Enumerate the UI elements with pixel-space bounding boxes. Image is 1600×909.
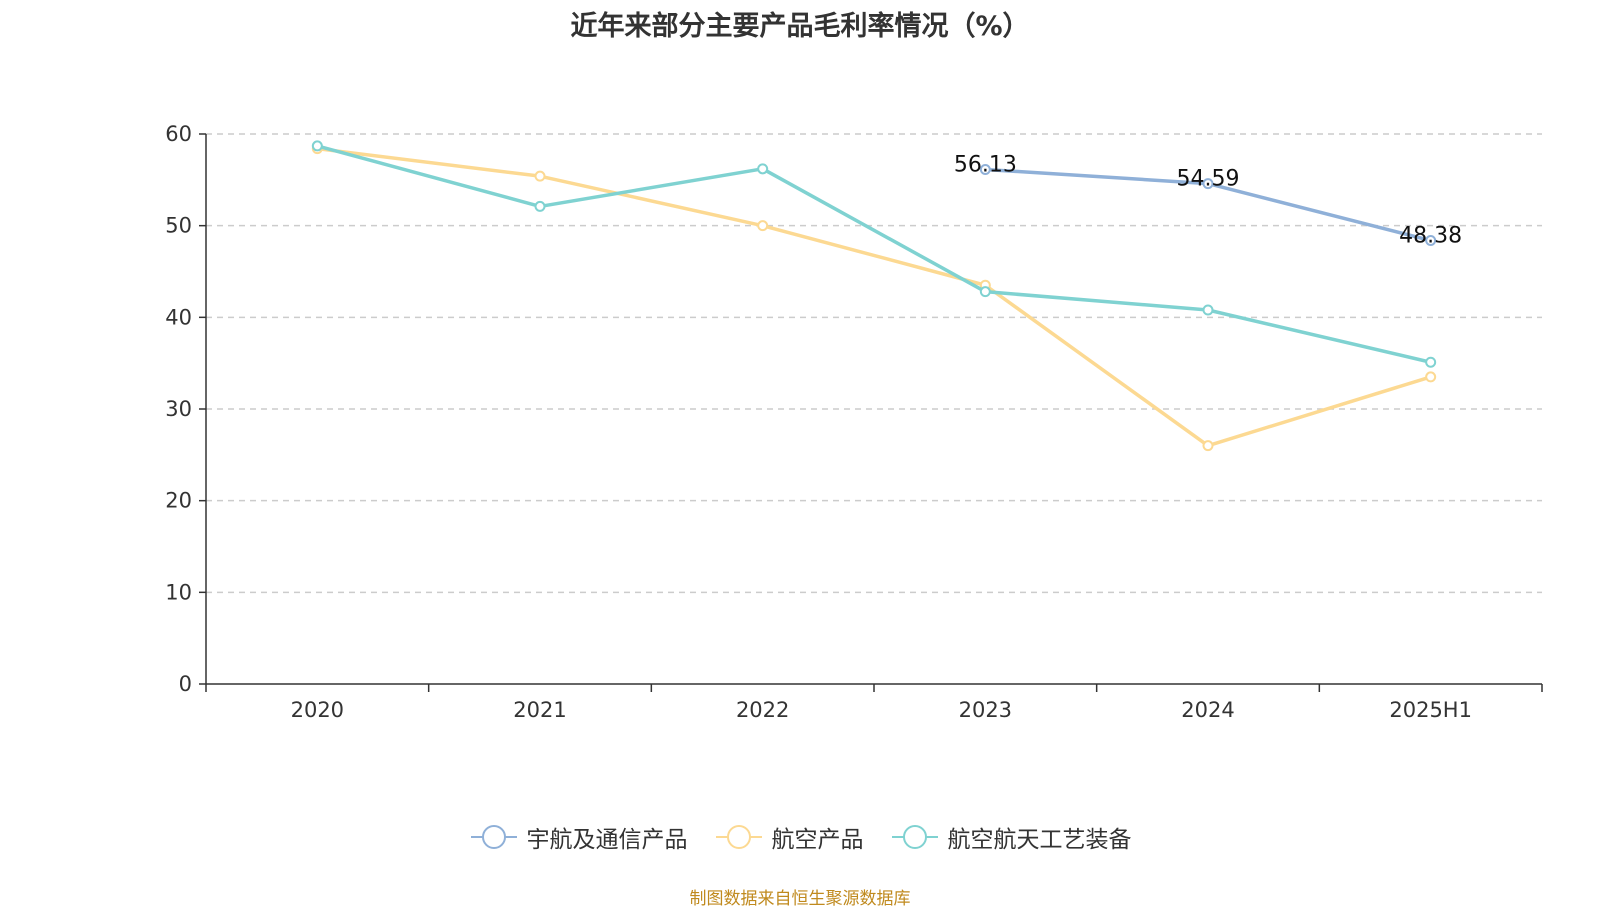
series-layer: [311, 140, 1437, 452]
data-point: [757, 163, 769, 175]
grid-layer: [206, 133, 1542, 594]
axis-layer: 0 10 20 30 40 50 60 2020 2021 2022 2023 2024 2025H1: [165, 122, 1543, 722]
series-line-2: [316, 144, 1432, 364]
y-tick-label: 10: [165, 580, 192, 604]
legend-label: 宇航及通信产品: [526, 827, 688, 853]
legend-label: 航空产品: [771, 827, 864, 853]
data-point: [979, 163, 991, 175]
data-point: [1202, 440, 1214, 452]
y-tick-label: 60: [165, 122, 192, 146]
legend-swatch: [891, 825, 938, 849]
chart-title: 近年来部分主要产品毛利率情况（%）: [570, 11, 1030, 42]
data-point: [757, 220, 769, 232]
y-tick-label: 0: [179, 672, 192, 696]
legend-item-0[interactable]: 宇航及通信产品: [469, 820, 688, 854]
data-label: 48.38: [1399, 224, 1462, 249]
data-label: 54.59: [1177, 167, 1240, 192]
y-tick-label: 30: [165, 397, 192, 421]
y-tick-label: 50: [165, 214, 192, 238]
x-tick-label: 2020: [291, 698, 344, 722]
data-point: [1202, 178, 1214, 190]
source-note: 制图数据来自恒生聚源数据库: [689, 889, 911, 909]
x-tick-label: 2022: [736, 698, 789, 722]
x-tick-label: 2025H1: [1389, 698, 1472, 722]
legend: 宇航及通信产品 航空产品 航空航天工艺装备: [0, 820, 1600, 854]
data-point: [979, 286, 991, 298]
x-tick-label: 2023: [959, 698, 1012, 722]
legend-swatch: [715, 825, 762, 849]
legend-label: 航空航天工艺装备: [947, 827, 1132, 853]
data-point: [534, 200, 546, 212]
data-point: [1425, 356, 1437, 368]
data-label: 56.13: [954, 152, 1017, 177]
data-point: [1425, 371, 1437, 383]
data-point: [1202, 304, 1214, 316]
legend-item-1[interactable]: 航空产品: [714, 820, 864, 854]
data-point: [311, 140, 323, 152]
x-tick-label: 2021: [513, 698, 566, 722]
legend-swatch: [470, 825, 517, 849]
x-tick-label: 2024: [1181, 698, 1234, 722]
y-tick-label: 40: [165, 305, 192, 329]
legend-item-2[interactable]: 航空航天工艺装备: [890, 820, 1132, 854]
y-tick-label: 20: [165, 489, 192, 513]
series-line-1: [317, 146, 1432, 448]
data-point: [1425, 235, 1437, 247]
legend-swatch-circle: [902, 825, 927, 849]
data-label-layer: 56.13 54.59 48.38: [954, 152, 1462, 248]
legend-swatch-circle: [726, 825, 751, 849]
legend-swatch-circle: [481, 825, 506, 849]
data-point: [534, 170, 546, 182]
